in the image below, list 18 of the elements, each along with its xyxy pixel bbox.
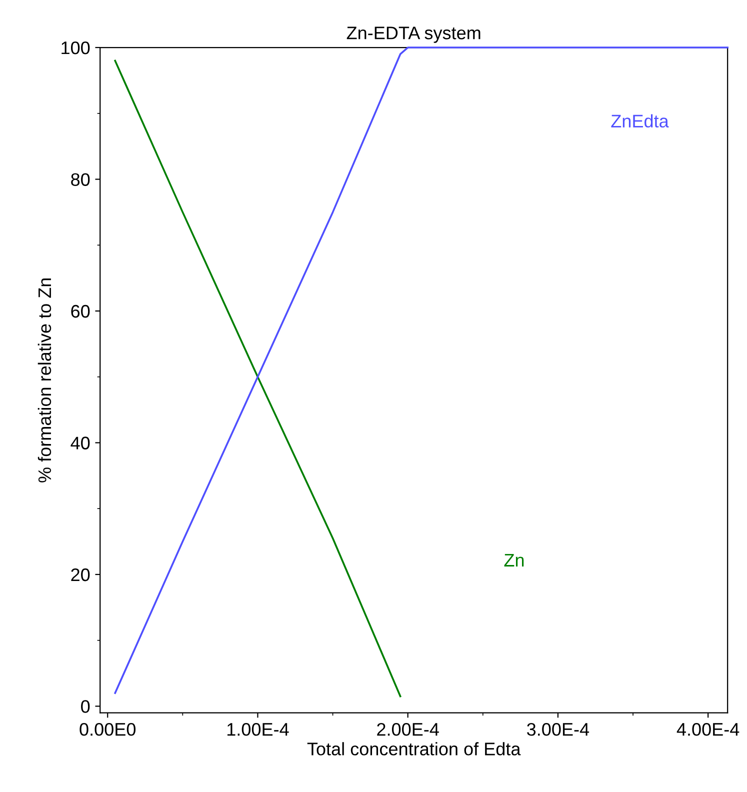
x-tick-label: 4.00E-4 bbox=[676, 723, 740, 736]
x-tick-label: 2.00E-4 bbox=[377, 723, 439, 736]
chart-title: Zn-EDTA system bbox=[346, 26, 480, 43]
text: Zn bbox=[504, 554, 524, 566]
y-tick-label: 60 bbox=[71, 304, 90, 318]
x-tick-label: 1.00E-4 bbox=[227, 723, 289, 736]
y-tick-label: 40 bbox=[70, 436, 90, 450]
y-tick-label: 0 bbox=[81, 700, 90, 713]
text: ZnEdta bbox=[611, 114, 669, 128]
x-axis-title: Total concentration of Edta bbox=[307, 742, 521, 756]
y-tick-label: 100 bbox=[62, 41, 90, 54]
y-tick-label: 80 bbox=[71, 173, 90, 186]
y-tick-label: 20 bbox=[71, 568, 90, 582]
x-tick-label: 3.00E-4 bbox=[527, 723, 590, 736]
line-series bbox=[114, 46, 728, 694]
line-series bbox=[114, 60, 402, 698]
x-tick-label: 0.00E0 bbox=[80, 723, 136, 736]
y-axis-title: % formation relative to Zn bbox=[38, 278, 52, 482]
